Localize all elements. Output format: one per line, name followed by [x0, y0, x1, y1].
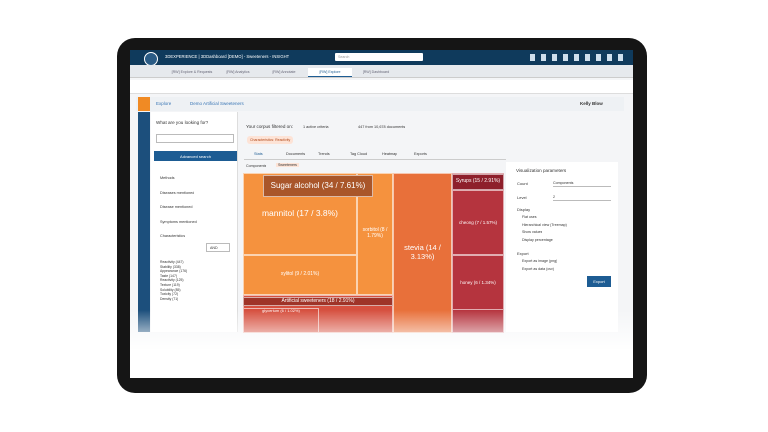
params-panel [506, 162, 618, 332]
param-select[interactable]: Components [553, 179, 611, 187]
tab-underline [244, 159, 506, 160]
params-title: Visualization parameters [516, 168, 567, 173]
treemap: mannitol (17 / 3.8%) sorbitol (8 / 1.79%… [243, 173, 504, 333]
characteristic[interactable]: Taste (147) [160, 273, 177, 278]
user-name[interactable]: Kelly Blow [580, 101, 603, 106]
param-label: Level [517, 195, 527, 200]
treemap-cell[interactable]: xylitol (9 / 2.01%) [243, 255, 357, 295]
search-box[interactable]: Search [335, 53, 423, 61]
treemap-group-header[interactable]: Artificial sweeteners (18 / 2.91%) [243, 297, 393, 306]
display-option[interactable]: Flat uses [522, 215, 537, 219]
search-panel [151, 112, 238, 332]
search-prompt: What are you looking for? [156, 120, 209, 125]
view-tab[interactable]: Documents [286, 152, 306, 156]
param-label: Count [517, 181, 528, 186]
left-nav [138, 112, 150, 332]
export-option[interactable]: Export as data (csv) [522, 266, 554, 271]
tab-bar [130, 65, 633, 78]
criteria-count[interactable]: 1 active criteria [303, 125, 329, 129]
path-item[interactable]: Components [246, 164, 267, 168]
treemap-cell[interactable]: honey (6 / 1.34%) [452, 255, 504, 310]
treemap-group-header[interactable]: Syrups (15 / 2.91%) [452, 174, 504, 190]
corpus-label: Your corpus filtered on: [246, 124, 294, 129]
project-name[interactable]: Demo Artificial Sweeteners [190, 101, 244, 106]
app-icon[interactable] [138, 97, 150, 111]
compass-logo[interactable] [144, 52, 158, 66]
param-select[interactable]: 2 [553, 193, 611, 201]
export-option[interactable]: Export as image (png) [522, 259, 558, 263]
view-tab[interactable]: Heatmap [382, 152, 398, 156]
filter[interactable]: Diseases mentioned [160, 190, 195, 195]
app-name: Explore [156, 101, 172, 106]
operator-select[interactable]: AND [206, 243, 230, 252]
fade [130, 310, 633, 378]
filter[interactable]: Methods [160, 176, 175, 180]
section-label: Display [517, 207, 531, 212]
characteristic[interactable]: Texture (119) [160, 283, 180, 287]
path-item[interactable]: Sweeteners [276, 163, 299, 167]
app-bar [136, 97, 624, 111]
display-option[interactable]: Show values [522, 230, 543, 234]
view-tab[interactable]: Trends [318, 152, 330, 156]
characteristic[interactable]: Density (71) [160, 296, 179, 301]
treemap-cell[interactable]: stevia (14 / 3.13%) [393, 173, 452, 333]
toolbar-icons[interactable] [530, 54, 626, 61]
characteristic[interactable]: Toxicity (72) [160, 292, 179, 297]
view-tab[interactable]: Exports [414, 152, 427, 156]
filter[interactable]: Characteristics [160, 234, 186, 238]
treemap-group-header[interactable]: Sugar alcohol (34 / 7.61%) [263, 175, 373, 197]
filter[interactable]: Symptoms mentioned [160, 219, 197, 224]
filter-chip[interactable]: Characteristics: Reactivity [247, 136, 294, 144]
widget-header [130, 80, 633, 94]
document-count: 447 from 10,678 documents [358, 125, 406, 129]
tab[interactable]: [RW] Analytics [226, 70, 250, 74]
advanced-search-button[interactable]: Advanced search [154, 151, 237, 161]
tab[interactable]: [RW] Explore [308, 68, 352, 77]
display-option[interactable]: Display percentage [522, 237, 553, 242]
search-input[interactable] [156, 134, 234, 143]
view-tab[interactable]: Tag Cloud [350, 152, 368, 156]
tab[interactable]: [RW] Dashboard [362, 70, 390, 74]
filter[interactable]: Disease mentioned [160, 205, 193, 209]
characteristic[interactable]: Appearance (176) [160, 269, 188, 274]
characteristic[interactable]: Reactivity (447) [160, 260, 184, 264]
characteristic[interactable]: Reactivity (125) [160, 278, 184, 283]
display-option[interactable]: Hierarchical view (Treemap) [522, 222, 567, 227]
export-button[interactable]: Export [587, 276, 611, 287]
characteristic[interactable]: Solubility (85) [160, 287, 181, 292]
tab[interactable]: [RW] Annotate [272, 70, 296, 74]
treemap-cell[interactable]: cheong (7 / 1.57%) [452, 190, 504, 255]
section-label: Export [517, 251, 529, 256]
view-tab[interactable]: Stats [254, 152, 263, 156]
tab[interactable]: [RW] Explore & Requests [171, 70, 213, 74]
app-title: 3DEXPERIENCE | 3DDashboard [DEMO] - Swee… [165, 54, 290, 59]
characteristic[interactable]: Stability (338) [160, 264, 181, 269]
